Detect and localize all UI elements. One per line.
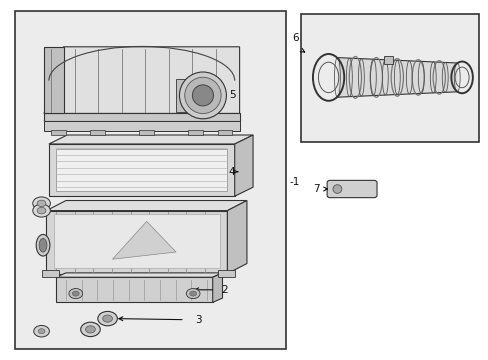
Text: 6: 6 [291, 33, 298, 43]
Text: -1: -1 [289, 177, 300, 187]
Text: 2: 2 [221, 285, 227, 295]
Polygon shape [56, 273, 222, 277]
Circle shape [81, 322, 100, 337]
Polygon shape [44, 47, 63, 113]
Polygon shape [227, 201, 246, 274]
Ellipse shape [192, 85, 213, 106]
Circle shape [38, 329, 45, 334]
Circle shape [69, 289, 82, 299]
Circle shape [186, 289, 200, 299]
Circle shape [37, 207, 46, 214]
Bar [300, 14, 478, 142]
Polygon shape [212, 273, 222, 302]
FancyBboxPatch shape [326, 180, 376, 198]
Bar [139, 130, 154, 135]
Polygon shape [44, 121, 239, 131]
Text: 4: 4 [228, 167, 235, 177]
Ellipse shape [184, 77, 221, 113]
Circle shape [189, 291, 196, 296]
Bar [41, 270, 59, 277]
Polygon shape [44, 121, 239, 131]
Ellipse shape [36, 234, 50, 256]
Polygon shape [234, 135, 253, 196]
Polygon shape [54, 214, 220, 268]
Ellipse shape [332, 185, 341, 193]
Circle shape [85, 326, 95, 333]
Text: 7: 7 [312, 184, 319, 194]
Text: 3: 3 [195, 315, 202, 325]
Polygon shape [49, 135, 253, 144]
Ellipse shape [179, 72, 226, 119]
Polygon shape [44, 113, 239, 121]
Bar [51, 130, 66, 135]
Circle shape [98, 311, 117, 326]
Circle shape [72, 291, 79, 296]
Circle shape [34, 325, 49, 337]
Polygon shape [46, 211, 227, 274]
Ellipse shape [39, 238, 47, 252]
Bar [383, 55, 392, 63]
Bar [217, 270, 234, 277]
Text: 5: 5 [228, 90, 235, 100]
Polygon shape [112, 221, 176, 259]
Bar [176, 79, 203, 112]
Circle shape [37, 200, 46, 207]
Polygon shape [44, 47, 239, 113]
Polygon shape [56, 149, 227, 191]
Polygon shape [56, 277, 212, 302]
Polygon shape [46, 201, 246, 211]
Circle shape [33, 204, 50, 217]
Circle shape [102, 315, 112, 322]
Polygon shape [49, 144, 234, 196]
Bar [188, 130, 203, 135]
Bar [217, 130, 232, 135]
Bar [90, 130, 105, 135]
Circle shape [33, 197, 50, 210]
Bar [15, 11, 285, 349]
